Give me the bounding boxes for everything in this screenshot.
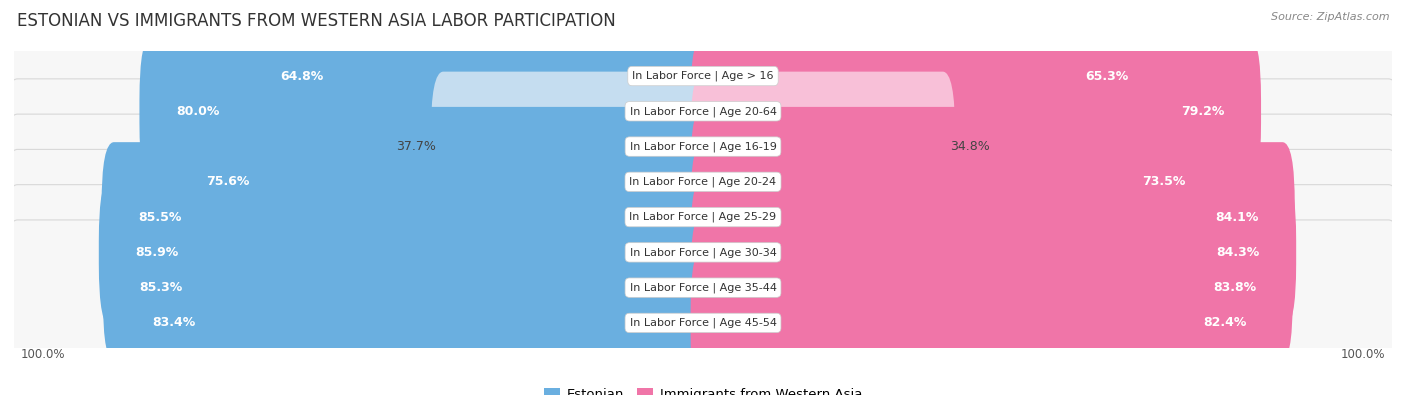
FancyBboxPatch shape <box>0 8 1406 214</box>
Text: 85.9%: 85.9% <box>135 246 179 259</box>
FancyBboxPatch shape <box>0 0 1406 179</box>
Text: 83.8%: 83.8% <box>1213 281 1256 294</box>
FancyBboxPatch shape <box>245 1 716 151</box>
FancyBboxPatch shape <box>0 43 1406 250</box>
FancyBboxPatch shape <box>0 114 1406 320</box>
FancyBboxPatch shape <box>117 248 716 395</box>
Text: In Labor Force | Age 25-29: In Labor Force | Age 25-29 <box>630 212 776 222</box>
FancyBboxPatch shape <box>139 36 716 186</box>
FancyBboxPatch shape <box>170 107 716 257</box>
Text: 37.7%: 37.7% <box>396 140 436 153</box>
Text: 83.4%: 83.4% <box>152 316 195 329</box>
Text: In Labor Force | Age > 16: In Labor Force | Age > 16 <box>633 71 773 81</box>
Text: 84.1%: 84.1% <box>1215 211 1258 224</box>
FancyBboxPatch shape <box>0 185 1406 391</box>
Text: ESTONIAN VS IMMIGRANTS FROM WESTERN ASIA LABOR PARTICIPATION: ESTONIAN VS IMMIGRANTS FROM WESTERN ASIA… <box>17 12 616 30</box>
Text: In Labor Force | Age 35-44: In Labor Force | Age 35-44 <box>630 282 776 293</box>
Text: 75.6%: 75.6% <box>207 175 250 188</box>
Text: 64.8%: 64.8% <box>281 70 323 83</box>
FancyBboxPatch shape <box>690 248 1284 395</box>
Text: In Labor Force | Age 30-34: In Labor Force | Age 30-34 <box>630 247 776 258</box>
FancyBboxPatch shape <box>690 71 955 222</box>
Text: 84.3%: 84.3% <box>1216 246 1260 259</box>
FancyBboxPatch shape <box>98 177 716 327</box>
Text: 79.2%: 79.2% <box>1181 105 1225 118</box>
FancyBboxPatch shape <box>690 107 1222 257</box>
Text: In Labor Force | Age 45-54: In Labor Force | Age 45-54 <box>630 318 776 328</box>
Text: 100.0%: 100.0% <box>1340 348 1385 361</box>
Text: In Labor Force | Age 20-24: In Labor Force | Age 20-24 <box>630 177 776 187</box>
Text: In Labor Force | Age 16-19: In Labor Force | Age 16-19 <box>630 141 776 152</box>
FancyBboxPatch shape <box>690 142 1295 292</box>
FancyBboxPatch shape <box>0 220 1406 395</box>
Text: 80.0%: 80.0% <box>176 105 219 118</box>
FancyBboxPatch shape <box>690 36 1261 186</box>
FancyBboxPatch shape <box>0 149 1406 356</box>
Text: 85.5%: 85.5% <box>138 211 181 224</box>
FancyBboxPatch shape <box>430 71 716 222</box>
Legend: Estonian, Immigrants from Western Asia: Estonian, Immigrants from Western Asia <box>538 383 868 395</box>
Text: 100.0%: 100.0% <box>21 348 66 361</box>
FancyBboxPatch shape <box>0 79 1406 285</box>
Text: In Labor Force | Age 20-64: In Labor Force | Age 20-64 <box>630 106 776 117</box>
Text: 65.3%: 65.3% <box>1085 70 1129 83</box>
Text: Source: ZipAtlas.com: Source: ZipAtlas.com <box>1271 12 1389 22</box>
FancyBboxPatch shape <box>690 177 1296 327</box>
Text: 85.3%: 85.3% <box>139 281 183 294</box>
FancyBboxPatch shape <box>101 142 716 292</box>
FancyBboxPatch shape <box>690 1 1166 151</box>
Text: 82.4%: 82.4% <box>1204 316 1247 329</box>
Text: 34.8%: 34.8% <box>949 140 990 153</box>
Text: 73.5%: 73.5% <box>1142 175 1185 188</box>
FancyBboxPatch shape <box>103 213 716 363</box>
FancyBboxPatch shape <box>690 213 1292 363</box>
